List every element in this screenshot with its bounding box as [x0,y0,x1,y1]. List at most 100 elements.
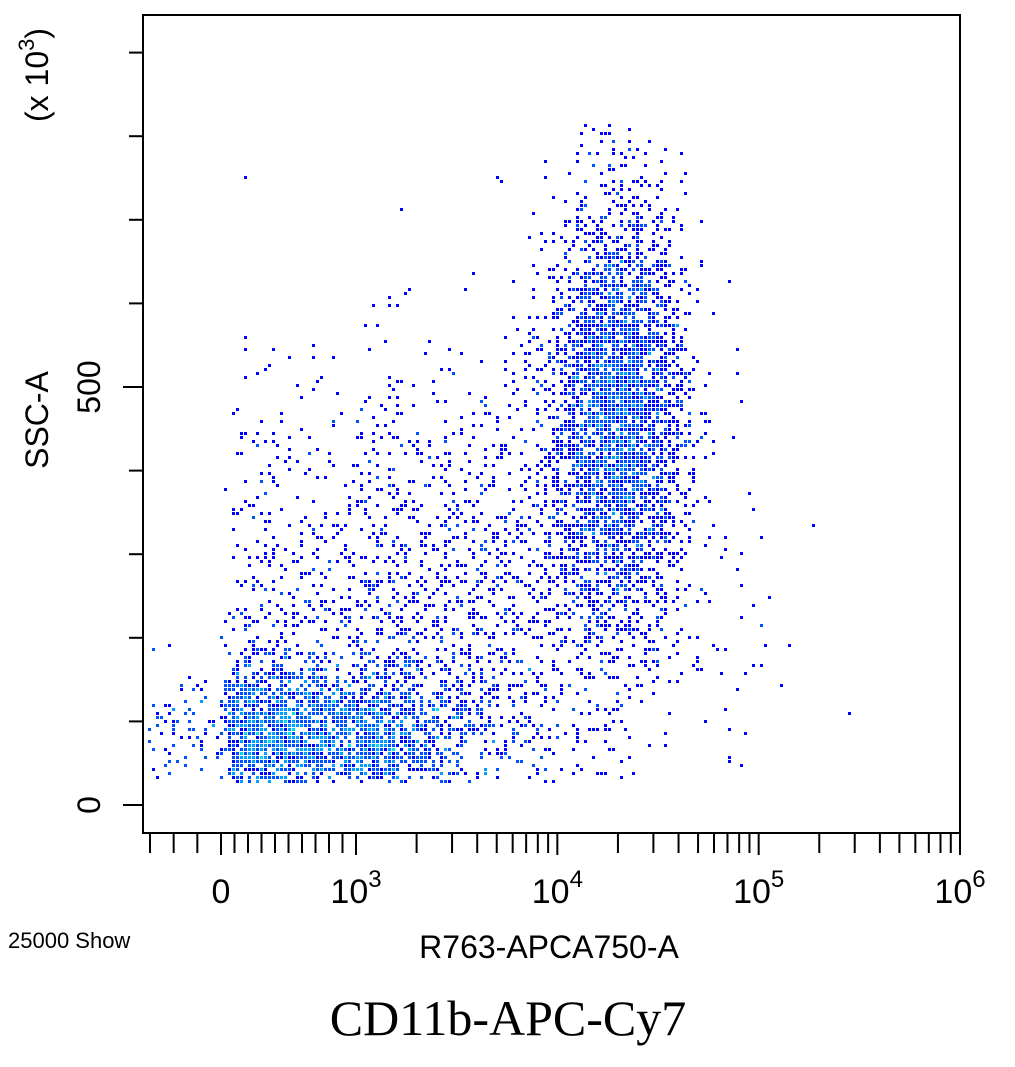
event-dot [648,332,651,335]
event-dot [640,228,643,231]
event-dot [508,452,511,455]
event-dot [292,612,295,615]
event-dot [420,452,423,455]
event-dot [676,400,679,403]
event-dot [304,720,307,723]
event-dot [324,756,327,759]
event-dot [660,340,663,343]
event-dot [360,672,363,675]
x-tick-label: 104 [532,866,583,911]
event-dot [624,728,627,731]
event-dot [436,716,439,719]
event-dot [224,716,227,719]
event-dot [360,728,363,731]
event-dot [696,656,699,659]
event-dot [384,672,387,675]
event-dot [336,532,339,535]
event-dot [584,484,587,487]
event-dot [412,712,415,715]
event-dot [256,748,259,751]
event-dot [240,776,243,779]
event-dot [652,288,655,291]
event-dot [652,384,655,387]
event-dot [672,328,675,331]
event-dot [364,572,367,575]
event-dot [644,472,647,475]
event-dot [312,528,315,531]
event-dot [244,712,247,715]
event-dot [664,272,667,275]
event-dot [452,644,455,647]
event-dot [488,636,491,639]
event-dot [280,776,283,779]
event-dot [616,624,619,627]
event-dot [620,704,623,707]
event-dot [428,596,431,599]
event-dot [616,492,619,495]
event-dot [568,436,571,439]
event-dot [620,356,623,359]
event-dot [608,504,611,507]
event-dot [672,340,675,343]
event-dot [548,544,551,547]
event-dot [604,384,607,387]
event-dot [572,504,575,507]
event-dot [504,752,507,755]
event-dot [624,476,627,479]
event-dot [288,468,291,471]
event-dot [536,600,539,603]
event-dot [656,524,659,527]
event-dot [588,348,591,351]
event-dot [368,396,371,399]
event-dot [368,684,371,687]
event-dot [660,344,663,347]
event-dot [416,448,419,451]
event-dot [668,712,671,715]
event-dot [588,528,591,531]
event-dot [660,296,663,299]
event-dot [676,208,679,211]
event-dot [244,752,247,755]
event-dot [600,380,603,383]
event-dot [556,472,559,475]
event-dot [636,276,639,279]
event-dot [444,620,447,623]
event-dot [260,768,263,771]
event-dot [552,296,555,299]
event-dot [672,416,675,419]
event-dot [660,160,663,163]
event-dot [456,508,459,511]
event-dot [656,396,659,399]
event-dot [588,328,591,331]
event-dot [240,740,243,743]
event-dot [484,560,487,563]
event-dot [648,248,651,251]
event-dot [632,384,635,387]
event-dot [692,504,695,507]
event-dot [660,476,663,479]
event-dot [272,740,275,743]
event-dot [576,692,579,695]
event-dot [488,412,491,415]
event-dot [664,380,667,383]
event-dot [712,312,715,315]
event-dot [400,692,403,695]
event-dot [664,368,667,371]
event-dot [588,552,591,555]
event-dot [452,584,455,587]
event-dot [432,544,435,547]
event-dot [640,420,643,423]
event-dot [612,288,615,291]
event-dot [248,712,251,715]
event-dot [592,372,595,375]
event-dot [360,692,363,695]
event-dot [640,252,643,255]
event-dot [576,464,579,467]
event-dot [660,556,663,559]
event-dot [248,640,251,643]
event-dot [568,572,571,575]
event-dot [252,676,255,679]
event-dot [152,748,155,751]
event-dot [408,768,411,771]
event-dot [568,276,571,279]
